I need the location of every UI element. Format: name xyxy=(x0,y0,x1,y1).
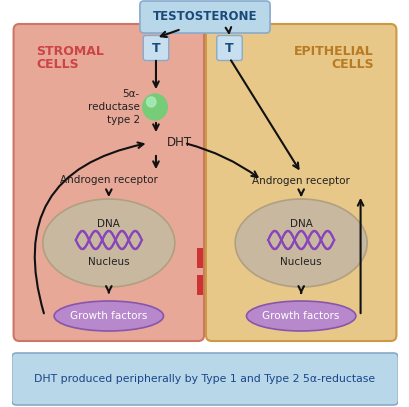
Ellipse shape xyxy=(54,301,163,331)
Ellipse shape xyxy=(235,199,366,287)
FancyBboxPatch shape xyxy=(216,35,242,61)
FancyBboxPatch shape xyxy=(13,24,204,341)
Text: STROMAL: STROMAL xyxy=(36,45,104,58)
Text: 5α-
reductase
type 2: 5α- reductase type 2 xyxy=(88,89,139,125)
Text: T: T xyxy=(225,42,233,55)
Circle shape xyxy=(146,97,155,107)
Text: Nucleus: Nucleus xyxy=(88,257,129,267)
Ellipse shape xyxy=(43,199,174,287)
FancyBboxPatch shape xyxy=(205,24,396,341)
Text: DNA: DNA xyxy=(97,219,120,229)
Text: CELLS: CELLS xyxy=(330,58,373,71)
FancyBboxPatch shape xyxy=(196,248,202,268)
Text: Growth factors: Growth factors xyxy=(70,311,147,321)
Text: Nucleus: Nucleus xyxy=(280,257,321,267)
Text: Androgen receptor: Androgen receptor xyxy=(252,176,349,186)
Text: DNA: DNA xyxy=(289,219,312,229)
FancyBboxPatch shape xyxy=(196,275,202,295)
FancyBboxPatch shape xyxy=(139,1,270,33)
Text: EPITHELIAL: EPITHELIAL xyxy=(293,45,373,58)
Text: DHT: DHT xyxy=(167,136,192,149)
Text: TESTOSTERONE: TESTOSTERONE xyxy=(153,11,256,24)
Text: Androgen receptor: Androgen receptor xyxy=(60,175,157,185)
FancyBboxPatch shape xyxy=(12,353,397,405)
FancyBboxPatch shape xyxy=(143,35,168,61)
Circle shape xyxy=(142,94,167,120)
Ellipse shape xyxy=(246,301,355,331)
Text: Growth factors: Growth factors xyxy=(262,311,339,321)
Text: CELLS: CELLS xyxy=(36,58,79,71)
Text: DHT produced peripherally by Type 1 and Type 2 5α-reductase: DHT produced peripherally by Type 1 and … xyxy=(34,374,375,384)
Text: T: T xyxy=(151,42,160,55)
